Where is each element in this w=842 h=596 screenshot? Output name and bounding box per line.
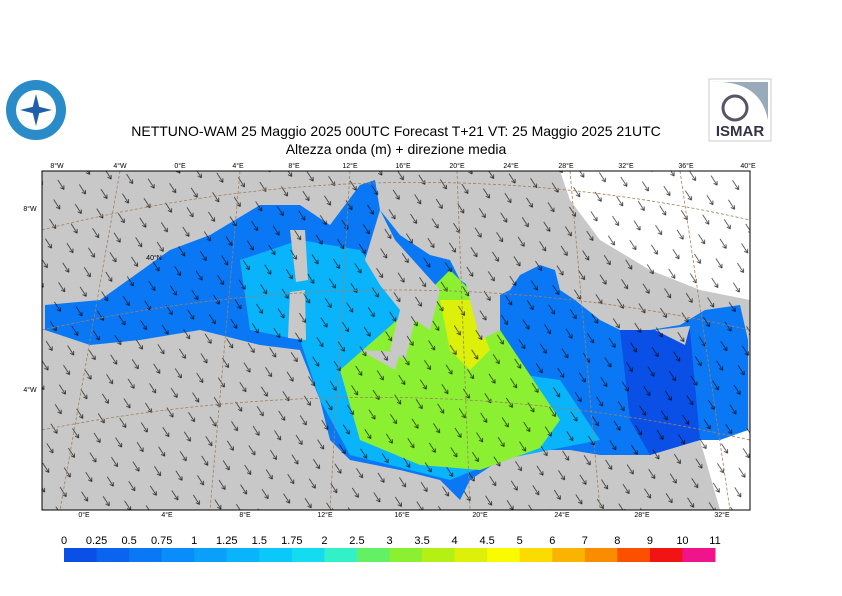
- top-lon-label: 32°E: [618, 162, 634, 170]
- bottom-lon-label: 16°E: [394, 511, 410, 519]
- legend-label: 2: [321, 535, 327, 547]
- title: NETTUNO-WAM 25 Maggio 2025 00UTC Forecas…: [131, 123, 661, 139]
- legend-label: 0: [61, 535, 67, 547]
- legend-label: 0.5: [121, 535, 136, 547]
- legend-swatch: [291, 548, 325, 562]
- legend-label: 5: [517, 535, 523, 547]
- legend-label: 3: [386, 535, 392, 547]
- legend-label: 6: [549, 535, 555, 547]
- legend-swatch: [324, 548, 358, 562]
- top-lon-label: 12°E: [342, 162, 358, 170]
- subtitle: Altezza onda (m) + direzione media: [286, 141, 507, 157]
- legend-swatch: [682, 548, 716, 562]
- top-lon-label: 40°E: [740, 162, 756, 170]
- legend-label: 1.75: [281, 535, 302, 547]
- legend-swatch: [194, 548, 228, 562]
- legend-label: 4: [452, 535, 458, 547]
- top-lon-label: 16°E: [395, 162, 411, 170]
- top-lon-label: 24°E: [503, 162, 519, 170]
- side-label: 8°W: [23, 205, 37, 213]
- legend-label: 2.5: [349, 535, 364, 547]
- bottom-lon-label: 20°E: [472, 511, 488, 519]
- legend-swatch: [356, 548, 390, 562]
- legend-swatch: [519, 548, 553, 562]
- bottom-lon-label: 4°E: [161, 511, 173, 519]
- legend-label: 1.5: [252, 535, 267, 547]
- legend-label: 7: [582, 535, 588, 547]
- logo-text: ISMAR: [716, 123, 765, 140]
- legend-swatch: [454, 548, 488, 562]
- side-label: 4°W: [23, 386, 37, 394]
- legend-label: 0.75: [151, 535, 172, 547]
- legend-swatch: [96, 548, 130, 562]
- legend-label: 3.5: [414, 535, 429, 547]
- legend-swatch: [487, 548, 521, 562]
- legend-swatch: [584, 548, 618, 562]
- legend-swatch: [552, 548, 586, 562]
- graticule-labels: 8°W 4°W 0°E 4°E 8°E 12°E 16°E 20°E 24°E 28°E 32°E 3…: [23, 162, 756, 519]
- legend-label: 11: [709, 535, 720, 547]
- legend-swatch: [389, 548, 423, 562]
- bottom-lon-label: 12°E: [317, 511, 333, 519]
- map: [42, 171, 750, 510]
- side-label: 40°N: [146, 254, 162, 262]
- top-lon-label: 4°E: [232, 162, 244, 170]
- top-lon-label: 36°E: [678, 162, 694, 170]
- bottom-lon-label: 0°E: [78, 511, 90, 519]
- bottom-lon-label: 32°E: [714, 511, 730, 519]
- top-lon-label: 28°E: [558, 162, 574, 170]
- legend-swatch: [617, 548, 651, 562]
- legend-swatch: [64, 548, 98, 562]
- top-lon-label: 0°E: [174, 162, 186, 170]
- map-frame: [41, 170, 751, 511]
- legend-label: 4.5: [480, 535, 495, 547]
- legend-swatch: [259, 548, 293, 562]
- bottom-lon-label: 8°E: [239, 511, 251, 519]
- legend-swatch: [161, 548, 195, 562]
- legend-label: 8: [614, 535, 620, 547]
- legend-swatch: [129, 548, 163, 562]
- legend-label: 1.25: [216, 535, 237, 547]
- bottom-lon-label: 24°E: [554, 511, 570, 519]
- top-lon-label: 8°E: [288, 162, 300, 170]
- legend-swatch: [422, 548, 456, 562]
- top-lon-label: 4°W: [113, 162, 127, 170]
- legend-swatch: [226, 548, 260, 562]
- top-lon-label: 8°W: [50, 162, 64, 170]
- bottom-lon-label: 28°E: [634, 511, 650, 519]
- right-logo: ISMAR: [708, 78, 772, 142]
- legend-label: 9: [647, 535, 653, 547]
- legend-label: 1: [191, 535, 197, 547]
- left-logo: [6, 80, 66, 140]
- legend-label: 10: [676, 535, 688, 547]
- legend-swatch: [649, 548, 683, 562]
- top-lon-label: 20°E: [449, 162, 465, 170]
- legend-label: 0.25: [86, 535, 107, 547]
- legend: 0 0.25 0.5 0.75 1 1.25 1.5 1.75 2 2.5 3 3.5 4 4.5 5 6 7 8…: [61, 535, 721, 562]
